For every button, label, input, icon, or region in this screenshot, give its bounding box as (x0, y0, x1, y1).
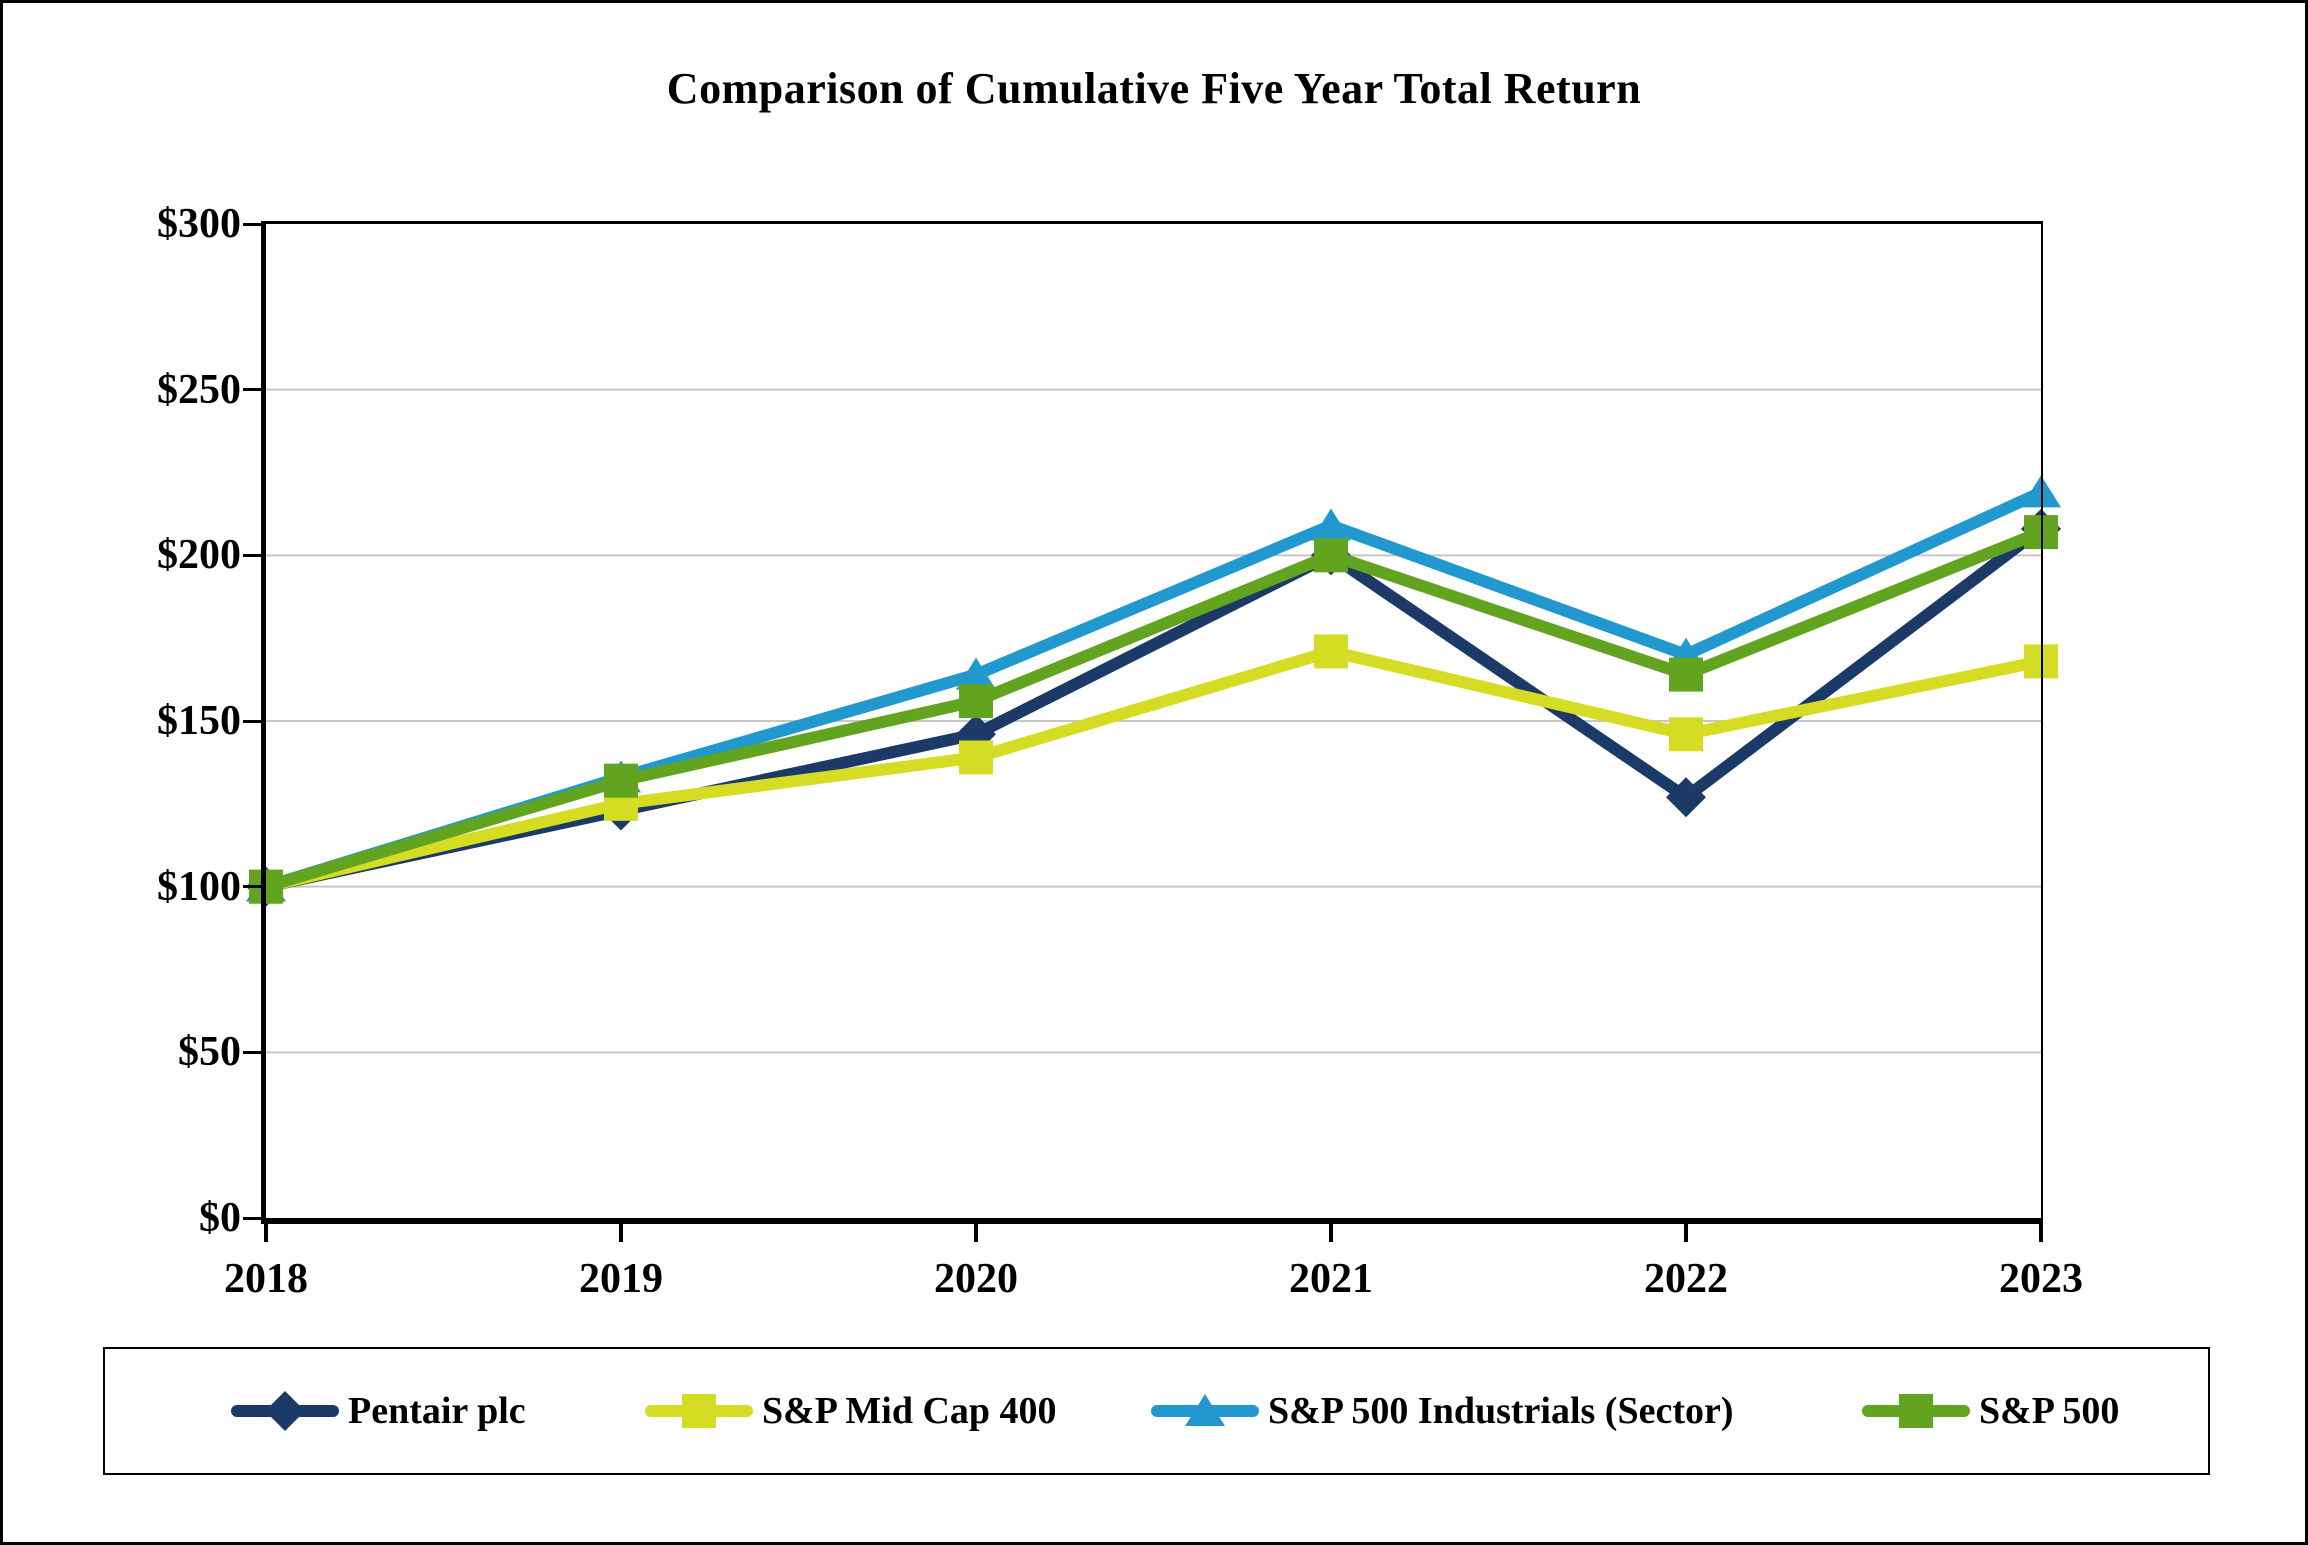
y-axis-tick-300 (243, 222, 261, 226)
y-axis-tick-250 (243, 388, 261, 392)
y-axis-label-200: $200 (157, 532, 241, 579)
marker-s-p-500-industrials-sector-2021 (1311, 508, 1351, 541)
legend-marker-pentair-plc (231, 1391, 339, 1431)
y-axis-tick-150 (243, 719, 261, 723)
chart-title: Comparison of Cumulative Five Year Total… (666, 64, 1642, 113)
x-axis-tick-2021 (1329, 1224, 1333, 1242)
x-axis-label-2023: 2023 (1999, 1256, 2083, 1302)
y-axis-tick-200 (243, 553, 261, 557)
marker-s-p-mid-cap-400-2021 (1314, 634, 1348, 669)
marker-s-p-500-2021 (1314, 538, 1348, 573)
y-axis-tick-100 (243, 885, 261, 889)
plot-top-border (266, 221, 2041, 224)
marker-s-p-500-2019 (604, 763, 638, 798)
marker-s-p-500-2020 (959, 684, 993, 719)
marker-pentair-plc-2020 (956, 714, 996, 755)
x-axis-label-2019: 2019 (579, 1256, 663, 1302)
marker-s-p-500-industrials-sector-2020 (956, 657, 996, 690)
x-axis-line (261, 1218, 2043, 1224)
legend-item-s-p-mid-cap-400: S&P Mid Cap 400 (644, 1349, 1057, 1473)
y-axis-line (261, 221, 266, 1224)
legend-item-pentair-plc: Pentair plc (230, 1349, 526, 1473)
x-axis-tick-2018 (264, 1224, 268, 1242)
x-axis-label-2022: 2022 (1644, 1256, 1728, 1302)
y-axis-tick-50 (243, 1050, 261, 1054)
legend-glyph-s-p-mid-cap-400 (682, 1394, 716, 1428)
x-axis-tick-2020 (974, 1224, 978, 1242)
plot-right-border (2041, 221, 2043, 1221)
legend-marker-s-p-mid-cap-400 (645, 1394, 753, 1428)
series-line-s-p-500 (260, 526, 2047, 893)
series-s-p-mid-cap-400 (249, 634, 2058, 904)
y-axis-label-300: $300 (157, 201, 241, 247)
series-s-p-500 (249, 515, 2058, 904)
legend-label-s-p-500-industrials-sector: S&P 500 Industrials (Sector) (1268, 1390, 1734, 1432)
x-axis-label-2018: 2018 (224, 1256, 308, 1302)
marker-s-p-mid-cap-400-2022 (1669, 717, 1703, 752)
legend: Pentair plc S&P Mid Cap 400 S&P 500 Indust… (103, 1347, 2210, 1475)
legend-marker-s-p-500 (1862, 1394, 1970, 1428)
x-axis-tick-2019 (619, 1224, 623, 1242)
marker-s-p-mid-cap-400-2020 (959, 740, 993, 775)
x-axis-tick-2022 (1684, 1224, 1688, 1242)
x-axis-tick-2023 (2039, 1224, 2043, 1242)
legend-label-s-p-500: S&P 500 (1979, 1390, 2120, 1432)
y-axis-label-100: $100 (157, 863, 241, 910)
legend-glyph-pentair-plc (265, 1391, 305, 1431)
series-line-s-p-mid-cap-400 (260, 645, 2047, 893)
chart-plot-svg (246, 388, 2061, 1054)
legend-label-pentair-plc: Pentair plc (348, 1390, 526, 1432)
plot-area (246, 224, 2061, 1218)
y-axis-label-250: $250 (157, 366, 241, 413)
y-axis-tick-0 (243, 1216, 261, 1220)
legend-glyph-s-p-500-industrials-sector (1185, 1394, 1225, 1426)
x-axis-label-2021: 2021 (1289, 1256, 1373, 1302)
legend-item-s-p-500-industrials-sector: S&P 500 Industrials (Sector) (1150, 1349, 1734, 1473)
legend-glyph-s-p-500 (1899, 1394, 1933, 1428)
x-axis-label-2020: 2020 (934, 1256, 1018, 1302)
marker-s-p-500-2022 (1669, 657, 1703, 692)
y-axis-label-50: $50 (178, 1029, 241, 1076)
legend-label-s-p-mid-cap-400: S&P Mid Cap 400 (762, 1390, 1057, 1432)
y-axis-label-0: $0 (199, 1195, 241, 1241)
y-axis-label-150: $150 (157, 698, 241, 744)
legend-item-s-p-500: S&P 500 (1861, 1349, 2119, 1473)
marker-pentair-plc-2022 (1666, 777, 1706, 818)
legend-marker-s-p-500-industrials-sector (1151, 1394, 1259, 1426)
